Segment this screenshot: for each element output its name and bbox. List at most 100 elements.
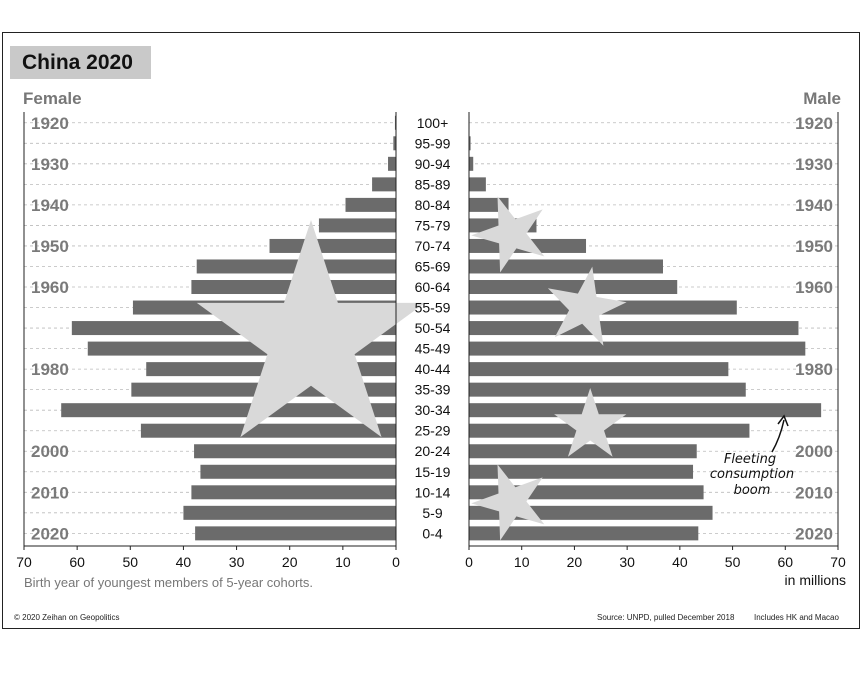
- female-bar-95-99: [393, 136, 396, 151]
- cohort-note: Birth year of youngest members of 5-year…: [24, 575, 313, 590]
- age-label-80-84: 80-84: [415, 197, 451, 213]
- age-label-35-39: 35-39: [415, 382, 451, 398]
- age-label-15-19: 15-19: [415, 464, 451, 480]
- right-tick-60: 60: [777, 554, 793, 570]
- year-label-left-1980: 1980: [31, 360, 69, 379]
- age-label-85-89: 85-89: [415, 176, 451, 192]
- right-tick-0: 0: [465, 554, 473, 570]
- annotation-line-3: boom: [734, 483, 771, 498]
- right-tick-30: 30: [619, 554, 635, 570]
- year-label-right-1940: 1940: [795, 196, 833, 215]
- year-label-left-2000: 2000: [31, 442, 69, 461]
- right-tick-40: 40: [672, 554, 688, 570]
- year-label-left-1940: 1940: [31, 196, 69, 215]
- year-label-left-1960: 1960: [31, 278, 69, 297]
- axes: 70 60 50 40 30 20 10 0 0 10 20 30 40 50 60 70: [16, 112, 846, 570]
- age-label-95-99: 95-99: [415, 135, 451, 151]
- left-tick-20: 20: [282, 554, 298, 570]
- male-bar-95-99: [469, 136, 471, 151]
- annotation-line-1: Fleeting: [724, 452, 776, 467]
- female-bar-30-34: [61, 403, 396, 418]
- female-bar-70-74: [269, 238, 396, 253]
- female-bar-100+: [394, 115, 396, 130]
- female-bar-15-19: [200, 464, 396, 479]
- female-bar-20-24: [194, 444, 396, 459]
- age-label-75-79: 75-79: [415, 217, 451, 233]
- right-tick-50: 50: [725, 554, 741, 570]
- annotation-line-2: consumption: [710, 467, 794, 482]
- female-bar-85-89: [372, 177, 396, 192]
- male-bar-0-4: [469, 526, 699, 541]
- age-label-5-9: 5-9: [422, 505, 442, 521]
- year-label-left-1920: 1920: [31, 114, 69, 133]
- boom-annotation: Fleeting consumption boom: [710, 414, 794, 498]
- left-tick-60: 60: [69, 554, 85, 570]
- flag-star-3: [554, 388, 627, 457]
- age-label-90-94: 90-94: [415, 156, 451, 172]
- year-label-left-1950: 1950: [31, 237, 69, 256]
- male-bar-45-49: [469, 341, 806, 356]
- female-bar-90-94: [388, 156, 396, 171]
- year-label-right-1950: 1950: [795, 237, 833, 256]
- flag-stars: [196, 196, 627, 541]
- female-bar-5-9: [183, 505, 396, 520]
- left-tick-30: 30: [229, 554, 245, 570]
- copyright: © 2020 Zeihan on Geopolitics: [14, 613, 120, 622]
- unit-label: in millions: [785, 572, 846, 588]
- age-label-0-4: 0-4: [422, 525, 442, 541]
- age-label-45-49: 45-49: [415, 341, 451, 357]
- flag-star-2: [547, 266, 627, 346]
- male-bar-35-39: [469, 382, 746, 397]
- year-label-left-1930: 1930: [31, 155, 69, 174]
- chart-frame: [2, 32, 860, 629]
- male-bar-65-69: [469, 259, 663, 274]
- age-label-65-69: 65-69: [415, 258, 451, 274]
- year-label-right-2020: 2020: [795, 524, 833, 543]
- left-tick-10: 10: [335, 554, 351, 570]
- includes-note: Includes HK and Macao: [754, 613, 839, 622]
- year-label-right-1960: 1960: [795, 278, 833, 297]
- male-bar-20-24: [469, 444, 697, 459]
- age-label-40-44: 40-44: [415, 361, 451, 377]
- right-tick-10: 10: [514, 554, 530, 570]
- female-bar-80-84: [345, 197, 396, 212]
- female-bar-0-4: [195, 526, 396, 541]
- left-tick-0: 0: [392, 554, 400, 570]
- year-label-right-1930: 1930: [795, 155, 833, 174]
- age-label-25-29: 25-29: [415, 423, 451, 439]
- chart-title: China 2020: [22, 51, 133, 74]
- source-note: Source: UNPD, pulled December 2018: [597, 613, 735, 622]
- male-bar-15-19: [469, 464, 694, 479]
- male-label: Male: [803, 89, 841, 108]
- title-box: China 2020: [10, 46, 151, 79]
- female-label: Female: [23, 89, 82, 108]
- male-bar-85-89: [469, 177, 486, 192]
- year-label-right-1980: 1980: [795, 360, 833, 379]
- age-label-50-54: 50-54: [415, 320, 451, 336]
- year-label-left-2020: 2020: [31, 524, 69, 543]
- age-label-70-74: 70-74: [415, 238, 451, 254]
- male-bar-50-54: [469, 321, 799, 336]
- labels: 0-4 5-9 10-14 15-19 20-24 25-29 30-34 35-39 40-4…: [31, 114, 833, 544]
- left-tick-70: 70: [16, 554, 32, 570]
- annotation-arrowhead: [777, 414, 789, 427]
- age-label-60-64: 60-64: [415, 279, 451, 295]
- right-tick-20: 20: [567, 554, 583, 570]
- left-tick-40: 40: [176, 554, 192, 570]
- flag-star-5: [471, 464, 545, 541]
- age-label-30-34: 30-34: [415, 402, 451, 418]
- female-bar-25-29: [140, 423, 396, 438]
- male-bar-60-64: [469, 280, 678, 295]
- left-tick-50: 50: [122, 554, 138, 570]
- flag-star-1: [196, 220, 426, 438]
- male-bar-25-29: [469, 423, 750, 438]
- annotation-arrow: [771, 419, 785, 453]
- age-label-10-14: 10-14: [415, 484, 451, 500]
- male-bar-90-94: [469, 156, 474, 171]
- flag-star-4: [471, 196, 545, 273]
- female-bar-75-79: [318, 218, 396, 233]
- male-bar-40-44: [469, 362, 729, 377]
- age-label-55-59: 55-59: [415, 300, 451, 316]
- right-tick-70: 70: [830, 554, 846, 570]
